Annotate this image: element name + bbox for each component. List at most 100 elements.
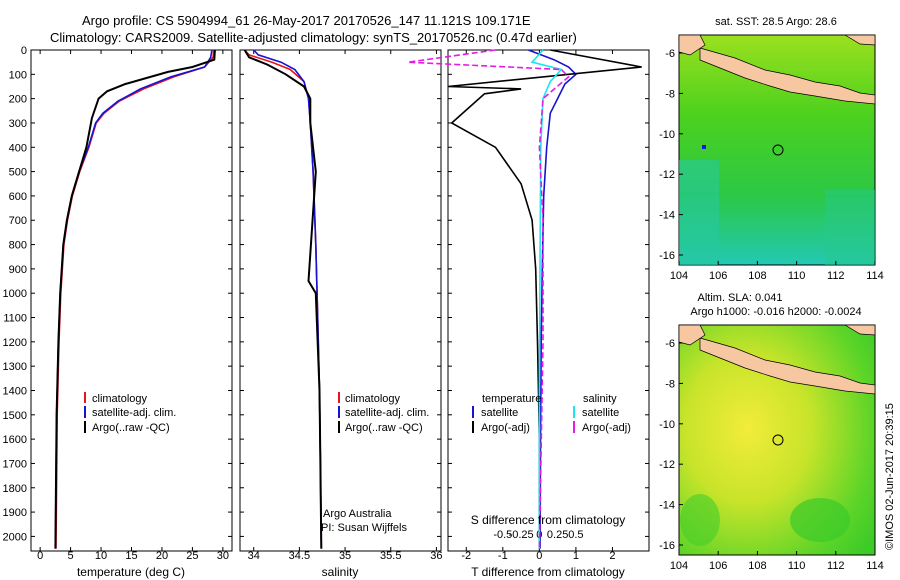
map-y-tick-label: -8 — [665, 88, 675, 100]
legend-t-argo: Argo(-adj) — [481, 422, 530, 434]
depth-axis: 0 100 200 300 400 500 600 700 800 900 1000 1100 1200… — [3, 45, 649, 543]
x2-tick-label: 0.5 — [568, 529, 583, 541]
x-tick-label: 0 — [536, 550, 542, 562]
map-y-tick-label: -12 — [659, 459, 675, 471]
argo-position-marker — [772, 144, 784, 156]
legend-argo: Argo(..raw -QC) — [92, 422, 170, 434]
depth-tick-label: 600 — [9, 191, 27, 203]
series-line-t-satellite — [528, 49, 578, 549]
series-line-t-argo — [447, 49, 642, 549]
series-line-s-argo — [407, 49, 570, 549]
java-island-top — [699, 47, 876, 105]
x-tick-label: 36 — [430, 550, 442, 562]
depth-tick-label: 1100 — [3, 313, 27, 325]
x-tick-label: 15 — [125, 550, 137, 562]
legend-satellite-adj: satellite-adj. clim. — [92, 407, 176, 419]
x-tick-label: 25 — [186, 550, 198, 562]
map-bottom-title-1: Altim. SLA: 0.041 — [698, 292, 783, 304]
map-y-tick-label: -10 — [659, 419, 675, 431]
x2-tick-label: -0.5 — [493, 529, 512, 541]
map-bottom-axes: 104 106 108 110 112 114 -6 -8 -10 -12 -14 -16 — [659, 338, 884, 572]
series-line-argo — [54, 49, 216, 549]
x-tick-label: 34 — [248, 550, 260, 562]
figure-title-line1: Argo profile: CS 5904994_61 26-May-2017 … — [82, 13, 531, 28]
depth-tick-label: 2000 — [3, 531, 27, 543]
salinity-plot: 34 34.5 35 35.5 36 — [243, 49, 443, 562]
map-y-tick-label: -8 — [665, 378, 675, 390]
map-x-tick-label: 104 — [670, 560, 688, 572]
x-tick-label: 20 — [156, 550, 168, 562]
temperature-legend: climatology satellite-adj. clim. Argo(..… — [84, 392, 176, 434]
temperature-panel — [30, 49, 233, 552]
temperature-xlabel: temperature (deg C) — [77, 565, 185, 579]
argo-position-marker — [772, 434, 784, 446]
x-tick-label: 30 — [217, 550, 229, 562]
map-x-tick-label: 114 — [866, 560, 884, 572]
series-line-s-satellite — [530, 49, 563, 549]
depth-tick-label: 1600 — [3, 434, 27, 446]
legend-s-argo: Argo(-adj) — [582, 422, 631, 434]
x-tick-label: 10 — [95, 550, 107, 562]
x-tick-label: 1 — [573, 550, 579, 562]
depth-tick-label: 100 — [9, 69, 27, 81]
x-tick-label: 34.5 — [289, 550, 310, 562]
depth-tick-label: 1300 — [3, 361, 27, 373]
depth-tick-label: 0 — [21, 45, 27, 57]
legend-s-satellite: satellite — [582, 407, 619, 419]
legend-climatology: climatology — [92, 393, 148, 405]
legend-satellite-adj: satellite-adj. clim. — [345, 407, 429, 419]
argo-australia-note: Argo Australia — [323, 508, 392, 520]
map-x-tick-label: 108 — [748, 560, 766, 572]
depth-tick-label: 800 — [9, 240, 27, 252]
salinity-legend: climatology satellite-adj. clim. Argo(..… — [338, 392, 429, 434]
figure-title-line2: Climatology: CARS2009. Satellite-adjuste… — [50, 30, 577, 45]
x-tick-label: 2 — [609, 550, 615, 562]
depth-tick-label: 400 — [9, 142, 27, 154]
x-tick-label: -2 — [461, 550, 471, 562]
java-island-bottom — [699, 337, 876, 395]
map-x-tick-label: 106 — [709, 560, 727, 572]
legend-temperature-title: temperature — [482, 393, 541, 405]
x-tick-label: -1 — [498, 550, 508, 562]
depth-tick-label: 1400 — [3, 385, 27, 397]
sdiff-xlabel: S difference from climatology — [471, 513, 626, 527]
depth-tick-label: 700 — [9, 215, 27, 227]
map-y-tick-label: -10 — [659, 129, 675, 141]
x2-tick-label: 0.25 — [547, 529, 568, 541]
series-line-argo — [243, 49, 323, 549]
depth-tick-label: 500 — [9, 167, 27, 179]
depth-tick-label: 1000 — [3, 288, 27, 300]
legend-t-satellite: satellite — [481, 407, 518, 419]
map-y-tick-label: -6 — [665, 338, 675, 350]
depth-tick-label: 1900 — [3, 507, 27, 519]
map-bottom-title-2: Argo h1000: -0.016 h2000: -0.0024 — [690, 306, 861, 318]
map-x-tick-label: 104 — [670, 270, 688, 282]
depth-tick-label: 1200 — [3, 337, 27, 349]
sst-map — [678, 34, 876, 266]
depth-tick-label: 300 — [9, 118, 27, 130]
legend-climatology: climatology — [345, 393, 401, 405]
depth-tick-label: 200 — [9, 94, 27, 106]
map-x-tick-label: 108 — [748, 270, 766, 282]
map-x-tick-label: 110 — [788, 560, 806, 572]
map-y-tick-label: -14 — [659, 210, 675, 222]
difference-plot: -2 -1 0 1 2-0.5-0.25 0 0.25 0.5 — [407, 49, 642, 562]
salinity-panel — [239, 49, 442, 552]
x-tick-label: 0 — [37, 550, 43, 562]
difference-legend: temperature satellite Argo(-adj) salinit… — [472, 393, 631, 434]
depth-tick-label: 1700 — [3, 458, 27, 470]
x-tick-label: 35.5 — [380, 550, 401, 562]
map-x-tick-label: 114 — [866, 270, 884, 282]
x2-tick-label: -0.25 — [509, 529, 534, 541]
depth-tick-label: 1800 — [3, 483, 27, 495]
depth-tick-label: 900 — [9, 264, 27, 276]
map-y-tick-label: -14 — [659, 500, 675, 512]
pi-note: PI: Susan Wijffels — [321, 522, 407, 534]
salinity-xlabel: salinity — [322, 565, 359, 579]
map-y-tick-label: -6 — [665, 48, 675, 60]
map-top-axes: 104 106 108 110 112 114 -6 -8 -10 -12 -14 -16 — [659, 48, 884, 282]
sla-map — [678, 324, 876, 556]
map-x-tick-label: 110 — [788, 270, 806, 282]
map-x-tick-label: 112 — [827, 270, 845, 282]
